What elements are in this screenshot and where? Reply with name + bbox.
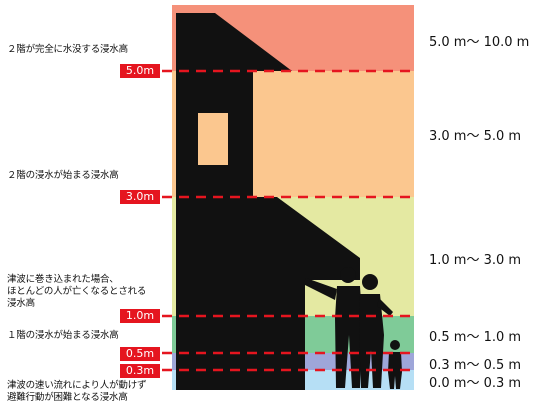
- range-label-03-05m: 0.3 m〜 0.5 m: [429, 358, 522, 373]
- range-label-5-10m: 5.0 m〜 10.0 m: [429, 35, 530, 50]
- range-label-1-3m: 1.0 m〜 3.0 m: [429, 253, 522, 268]
- level-desc-03m: 津波の速い流れにより人が動けず 避難行動が困難となる浸水高: [7, 380, 147, 403]
- level-lines: [162, 69, 414, 372]
- house-silhouette: [176, 13, 360, 390]
- range-label-05-1m: 0.5 m〜 1.0 m: [429, 330, 522, 345]
- level-desc-05m: １階の浸水が始まる浸水高: [7, 330, 119, 341]
- adult-silhouette-2: [359, 274, 393, 388]
- range-label-3-5m: 3.0 m〜 5.0 m: [429, 129, 522, 144]
- level-desc-5m: ２階が完全に水没する浸水高: [7, 44, 128, 55]
- level-desc-1m: 津波に巻き込まれた場合、 ほとんどの人が亡くなるとされる 浸水高: [7, 274, 147, 309]
- level-tag-3m: 3.0m: [120, 190, 160, 204]
- level-desc-3m: ２階の浸水が始まる浸水高: [7, 170, 119, 181]
- house-window: [198, 113, 228, 165]
- range-label-0-03m: 0.0 m〜 0.3 m: [429, 376, 522, 391]
- level-tag-03m: 0.3m: [120, 364, 160, 378]
- adult-silhouette-1: [303, 267, 362, 388]
- level-tag-1m: 1.0m: [120, 309, 160, 323]
- level-tag-5m: 5.0m: [120, 64, 160, 78]
- level-tag-05m: 0.5m: [120, 347, 160, 361]
- child-silhouette: [388, 340, 402, 389]
